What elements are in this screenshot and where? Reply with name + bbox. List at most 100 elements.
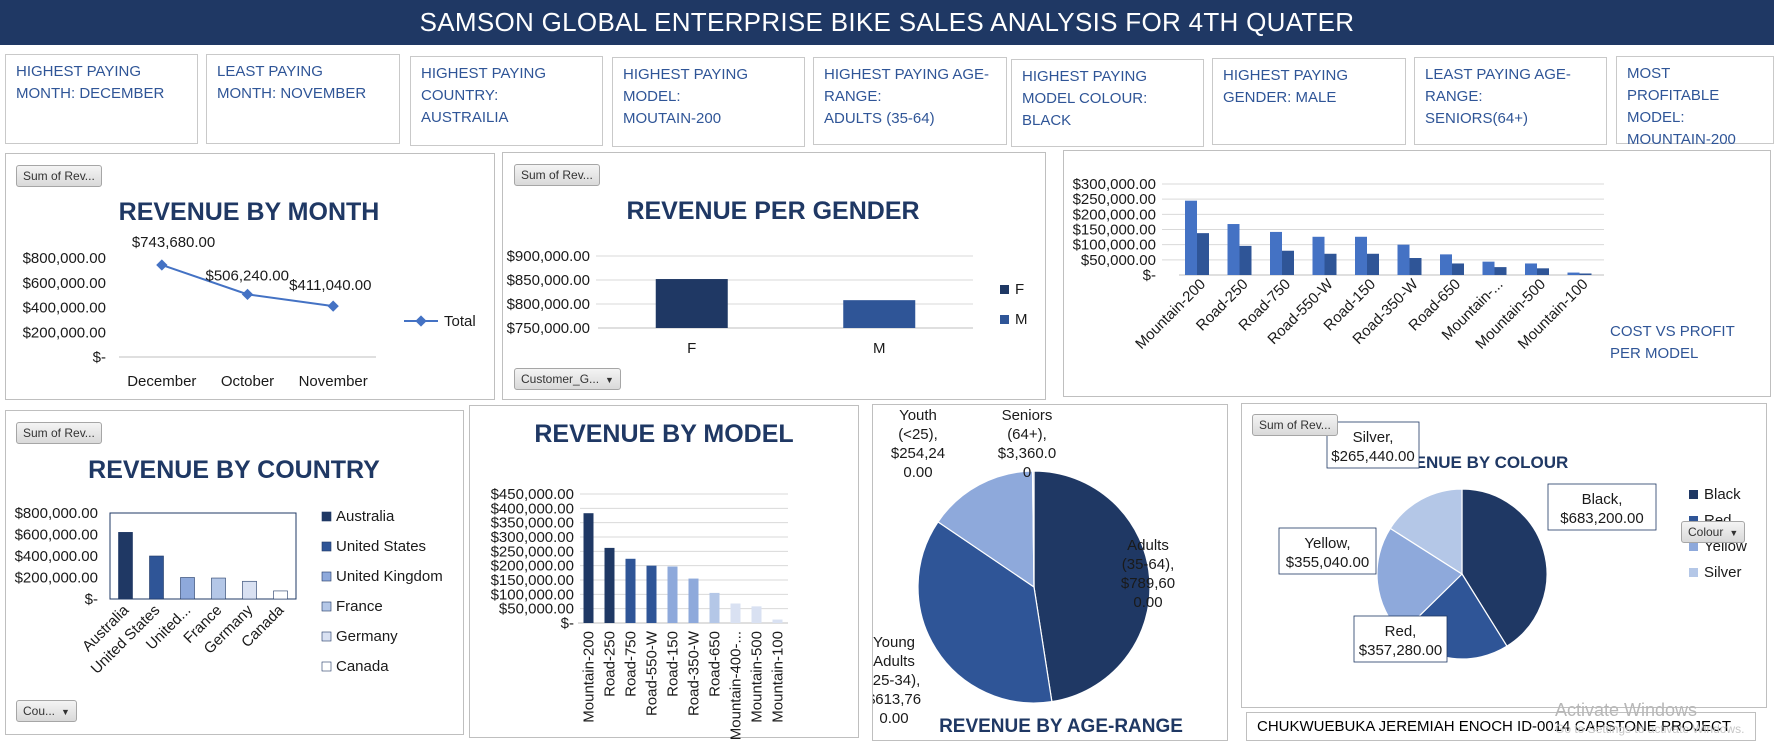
bar xyxy=(1270,231,1282,275)
pie-slice xyxy=(1033,470,1151,703)
data-label: $683,200.00 xyxy=(1560,510,1643,527)
y-tick-label: $150,000.00 xyxy=(491,572,574,589)
legend-label: Total xyxy=(444,313,476,330)
activation-watermark: Activate Windows xyxy=(1555,700,1698,720)
legend-marker xyxy=(415,315,427,327)
pie-slice xyxy=(917,521,1053,704)
legend-label: Silver xyxy=(1704,564,1742,581)
x-tick-label: M xyxy=(873,340,886,357)
y-tick-label: $600,000.00 xyxy=(15,527,98,544)
kpi-card-highest-country: HIGHEST PAYING COUNTRY: AUSTRAILIA xyxy=(410,56,603,146)
bar xyxy=(1397,244,1410,275)
customer-gender-filter-button[interactable]: Customer_G... ▼ xyxy=(514,368,621,390)
kpi-line: MOST PROFITABLE xyxy=(1627,65,1720,104)
bar xyxy=(180,577,195,600)
legend-label: Germany xyxy=(336,628,398,645)
y-tick-label: $100,000.00 xyxy=(1073,237,1156,254)
sum-of-revenue-field-button[interactable]: Sum of Rev... xyxy=(16,422,102,444)
data-label: (35-64), xyxy=(1122,556,1175,573)
bar xyxy=(1440,254,1452,275)
legend-swatch xyxy=(321,541,332,552)
legend-swatch xyxy=(1000,315,1009,324)
data-label: 0.00 xyxy=(879,710,908,727)
y-tick-label: $- xyxy=(93,349,106,366)
data-label: 0.00 xyxy=(1133,594,1162,611)
kpi-line: MONTH: DECEMBER xyxy=(16,85,165,102)
bar xyxy=(1312,236,1325,275)
x-tick-label: Road-550-W xyxy=(644,630,661,716)
chart-panel-revenue-by-age-range: Adults (35-64), $789,60 0.00 Young Adults (25-… xyxy=(872,404,1228,741)
chart-title: REVENUE BY AGE-RANGE xyxy=(939,716,1183,737)
y-tick-label: $300,000.00 xyxy=(1073,176,1156,193)
legend-swatch xyxy=(321,571,332,582)
kpi-line: HIGHEST PAYING xyxy=(16,63,142,80)
y-tick-label: $450,000.00 xyxy=(491,486,574,503)
legend-label: M xyxy=(1015,311,1028,328)
x-tick-label: Mountain-500 xyxy=(749,631,766,723)
kpi-line: MOUNTAIN-200 xyxy=(1627,131,1736,148)
data-label: $3,360.0 xyxy=(998,445,1056,462)
bar xyxy=(667,566,678,623)
footer-credit: CHUKWUEBUKA JEREMIAH ENOCH ID-0014 CAPST… xyxy=(1246,712,1756,741)
y-tick-label: $600,000.00 xyxy=(23,275,106,292)
x-tick-label: Road-650 xyxy=(707,631,724,697)
legend-swatch xyxy=(1000,285,1009,294)
kpi-card-highest-model: HIGHEST PAYING MODEL: MOUTAIN-200 xyxy=(612,57,805,147)
kpi-line: HIGHEST PAYING xyxy=(1223,67,1349,84)
data-label-box xyxy=(1278,527,1377,575)
legend-label: Black xyxy=(1704,486,1741,503)
y-tick-label: $- xyxy=(561,615,574,632)
bar xyxy=(583,513,594,623)
bar xyxy=(1482,261,1495,275)
bar xyxy=(273,590,288,600)
bar xyxy=(730,603,741,623)
kpi-card-least-month: LEAST PAYING MONTH: NOVEMBER xyxy=(206,54,400,144)
sum-of-revenue-field-button[interactable]: Sum of Rev... xyxy=(1252,414,1338,436)
colour-filter-button[interactable]: Colour ▼ xyxy=(1681,521,1746,543)
x-tick-label: F xyxy=(687,340,696,357)
dropdown-arrow-icon: ▼ xyxy=(61,707,70,717)
bar xyxy=(843,300,916,328)
data-label: Yellow, xyxy=(1304,535,1350,552)
revenue-by-colour-chart: REVENUE BY COLOUR Black, $683,200.00 Red, $3… xyxy=(1278,421,1747,663)
x-tick-label: November xyxy=(299,373,368,390)
data-label: $265,440.00 xyxy=(1331,448,1414,465)
chart-title: PER MODEL xyxy=(1610,345,1698,362)
x-tick-label: Mountain-400-... xyxy=(728,631,745,739)
data-label: 0.00 xyxy=(903,464,932,481)
y-tick-label: $200,000.00 xyxy=(1073,206,1156,223)
kpi-line: ADULTS (35-64) xyxy=(824,110,935,127)
kpi-line: HIGHEST PAYING xyxy=(421,65,547,82)
legend-label: United States xyxy=(336,538,426,555)
revenue-by-model-chart: REVENUE BY MODEL$450,000.00$400,000.00$3… xyxy=(491,420,794,739)
y-tick-label: $250,000.00 xyxy=(491,543,574,560)
legend-label: Canada xyxy=(336,658,389,675)
legend-label: F xyxy=(1015,281,1024,298)
chart-panel-revenue-by-country: REVENUE BY COUNTRY $800,000.00 $600,000.00… xyxy=(5,410,464,735)
x-tick-label: Mountain-100 xyxy=(770,631,787,723)
kpi-card-highest-gender: HIGHEST PAYING GENDER: MALE xyxy=(1212,58,1406,145)
sum-of-revenue-field-button[interactable]: Sum of Rev... xyxy=(514,164,600,186)
sum-of-revenue-field-button[interactable]: Sum of Rev... xyxy=(16,165,102,187)
bar xyxy=(1355,236,1367,275)
y-tick-label: $800,000.00 xyxy=(507,296,590,313)
data-label: Youth xyxy=(899,407,937,424)
revenue-by-month-chart: REVENUE BY MONTH $800,000.00 $600,000.00 $4… xyxy=(23,198,476,390)
kpi-card-highest-age-range: HIGHEST PAYING AGE- RANGE: ADULTS (35-64… xyxy=(813,57,1007,145)
kpi-line: MODEL: xyxy=(1627,109,1685,126)
bar xyxy=(772,619,783,623)
bar xyxy=(655,279,728,328)
chart-panel-cost-vs-profit: $300,000.00 $250,000.00 $200,000.00 $150,00… xyxy=(1063,150,1771,397)
bar xyxy=(1567,272,1580,275)
revenue-by-age-range-chart: Adults (35-64), $789,60 0.00 Young Adults (25-… xyxy=(873,407,1183,737)
y-tick-label: $350,000.00 xyxy=(491,515,574,532)
country-filter-button[interactable]: Cou... ▼ xyxy=(16,700,77,722)
bar xyxy=(604,547,615,623)
chart-panel-revenue-per-gender: REVENUE PER GENDER $900,000.00 $850,000.00… xyxy=(502,152,1046,400)
kpi-line: RANGE: xyxy=(824,88,882,105)
y-tick-label: $150,000.00 xyxy=(1073,222,1156,239)
bar xyxy=(1282,250,1294,275)
chart-panel-revenue-by-month: REVENUE BY MONTH $800,000.00 $600,000.00 $4… xyxy=(5,153,495,400)
y-tick-label: $250,000.00 xyxy=(1073,191,1156,208)
legend-swatch xyxy=(321,631,332,642)
